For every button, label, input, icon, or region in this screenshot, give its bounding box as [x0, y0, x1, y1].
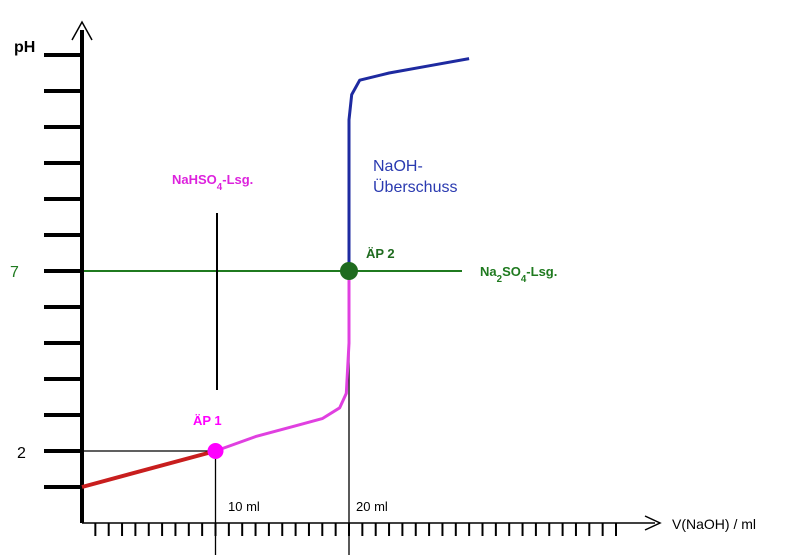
axes [71, 20, 662, 531]
guide-lines [82, 213, 462, 555]
naoh-excess-line: Überschuss [373, 178, 457, 196]
na2so4-label: Na2SO4-Lsg. [480, 264, 557, 285]
equivalence-point-1 [207, 443, 224, 459]
x-axis-arrow [644, 515, 662, 531]
na2so4-label-part: Na [480, 264, 497, 279]
nahso4-label-part: NaHSO [172, 172, 217, 187]
y-tick-label: 7 [10, 264, 19, 281]
na2so4-label-part: 2 [497, 274, 503, 285]
ep1-label: ÄP 1 [193, 413, 222, 428]
magenta-curve-segment [214, 271, 351, 453]
na2so4-label-part: -Lsg. [526, 264, 557, 279]
equivalence-point-2 [340, 262, 358, 280]
titration-curve [81, 57, 470, 489]
y-axis-arrow [71, 20, 93, 41]
na2so4-label-part: SO [502, 264, 521, 279]
na2so4-label-part: 4 [521, 274, 527, 285]
y-axis-title: pH [14, 39, 35, 56]
ep2-label: ÄP 2 [366, 246, 395, 261]
y-tick-label: 2 [17, 445, 26, 462]
x-tick-label: 20 ml [356, 499, 388, 514]
red-curve-segment [81, 449, 217, 489]
x-axis-title: V(NaOH) / ml [672, 516, 756, 532]
blue-curve-segment [347, 57, 470, 271]
axis-ticks [44, 53, 617, 536]
nahso4-label-part: 4 [217, 182, 223, 193]
nahso4-label-part: -Lsg. [222, 172, 253, 187]
naoh-excess-line: NaOH- [373, 158, 423, 175]
nahso4-label: NaHSO4-Lsg. [172, 172, 253, 193]
naoh-excess-label: NaOH- Überschuss [373, 158, 457, 196]
equivalence-points [207, 262, 358, 459]
x-tick-label: 10 ml [228, 499, 260, 514]
